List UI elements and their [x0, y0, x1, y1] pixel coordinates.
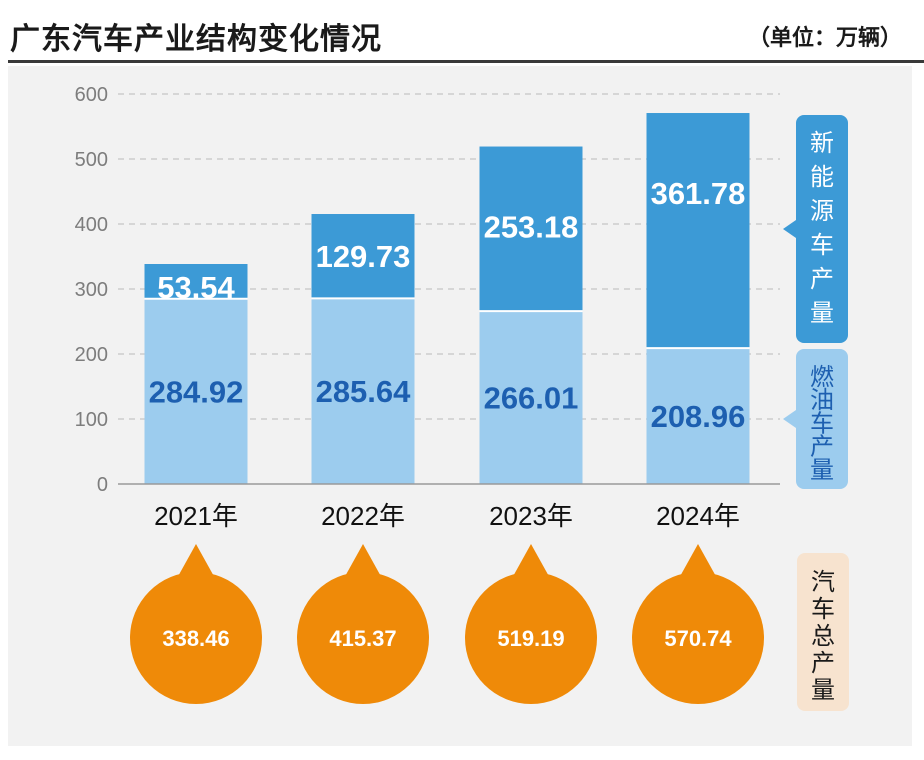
bar-value-label-nev: 361.78: [651, 176, 746, 211]
legend-total-box: [797, 553, 849, 711]
bar-segment-nev: [144, 264, 248, 299]
total-bubble: [297, 572, 429, 704]
bar-segment-nev: [646, 113, 750, 349]
legend-fuel-box: [796, 349, 848, 489]
y-tick-label: 200: [75, 344, 108, 366]
bar-value-label-nev: 129.73: [316, 239, 411, 274]
legend-nev-box: [796, 115, 848, 343]
bar-value-label-fuel: 284.92: [149, 374, 244, 409]
bar-segment-nev: [311, 214, 415, 299]
legend-nev-pointer: [783, 220, 796, 238]
total-value-label: 415.37: [329, 626, 396, 651]
total-bubble: [465, 572, 597, 704]
x-category-label: 2023年: [489, 501, 573, 531]
bar-segment-nev: [479, 146, 583, 312]
total-value-label: 338.46: [162, 626, 229, 651]
title-rule: [8, 60, 924, 63]
total-bubble: [632, 572, 764, 704]
bar-segment-fuel: [646, 348, 750, 484]
total-bubble-pointer: [343, 544, 383, 580]
y-tick-label: 400: [75, 214, 108, 236]
bar-segment-fuel: [479, 311, 583, 484]
bar-value-label-fuel: 266.01: [484, 381, 579, 416]
legend-total-label: 汽车总产量: [811, 569, 835, 704]
legend-fuel-pointer: [783, 410, 796, 428]
bar-segment-fuel: [311, 298, 415, 484]
chart-title: 广东汽车产业结构变化情况: [10, 22, 382, 57]
bar-value-label-fuel: 208.96: [651, 399, 746, 434]
total-bubble-pointer: [176, 544, 216, 580]
bar-value-label-nev: 53.54: [157, 270, 235, 305]
y-tick-label: 500: [75, 149, 108, 171]
x-category-label: 2021年: [154, 501, 238, 531]
y-tick-label: 600: [75, 84, 108, 106]
y-tick-label: 300: [75, 279, 108, 301]
legend-nev-label: 新能源车产量: [810, 130, 834, 327]
header: 广东汽车产业结构变化情况 （单位：万辆）: [0, 0, 924, 64]
total-bubble-pointer: [678, 544, 718, 580]
legend-fuel-label: 燃油车产量: [810, 364, 834, 484]
bar-value-label-fuel: 285.64: [316, 374, 412, 409]
total-value-label: 519.19: [497, 626, 564, 651]
y-tick-label: 0: [97, 474, 108, 496]
total-value-label: 570.74: [664, 626, 732, 651]
total-bubble-pointer: [511, 544, 551, 580]
bar-value-label-nev: 253.18: [484, 210, 579, 245]
x-category-label: 2022年: [321, 501, 405, 531]
total-bubble: [130, 572, 262, 704]
bar-segment-fuel: [144, 298, 248, 484]
unit-label: （单位：万辆）: [747, 26, 902, 51]
y-tick-label: 100: [75, 409, 108, 431]
x-category-label: 2024年: [656, 501, 740, 531]
